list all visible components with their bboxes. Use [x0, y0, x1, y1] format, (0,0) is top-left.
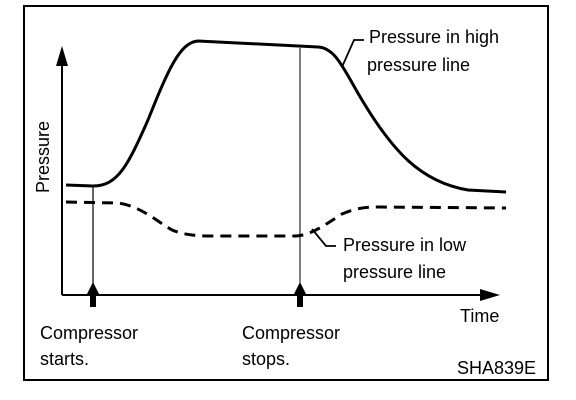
figure-frame — [23, 5, 549, 381]
y-axis-arrowhead — [56, 46, 68, 66]
low-pressure-label-line1: Pressure in low — [343, 235, 467, 255]
compressor-stop-label-line1: Compressor — [242, 323, 340, 343]
low-pressure-curve — [65, 200, 507, 238]
high-pressure-curve — [65, 39, 507, 194]
low-pressure-label-line2: pressure line — [343, 262, 446, 282]
low-pressure-leader — [311, 228, 336, 247]
x-axis-label: Time — [460, 306, 499, 326]
x-axis-arrowhead — [480, 289, 500, 301]
compressor-start-label-line1: Compressor — [40, 323, 138, 343]
figure-code: SHA839E — [457, 358, 536, 378]
high-pressure-label-line1: Pressure in high — [369, 27, 499, 47]
y-axis-label: Pressure — [33, 121, 53, 193]
compressor-start-label-line2: starts. — [40, 349, 89, 369]
compressor-stop-label-line2: stops. — [242, 349, 290, 369]
compressor-stop-arrow-icon — [293, 282, 307, 307]
compressor-start-arrow-icon — [86, 282, 100, 307]
high-pressure-label-line2: pressure line — [367, 55, 470, 75]
high-pressure-leader — [341, 39, 364, 68]
